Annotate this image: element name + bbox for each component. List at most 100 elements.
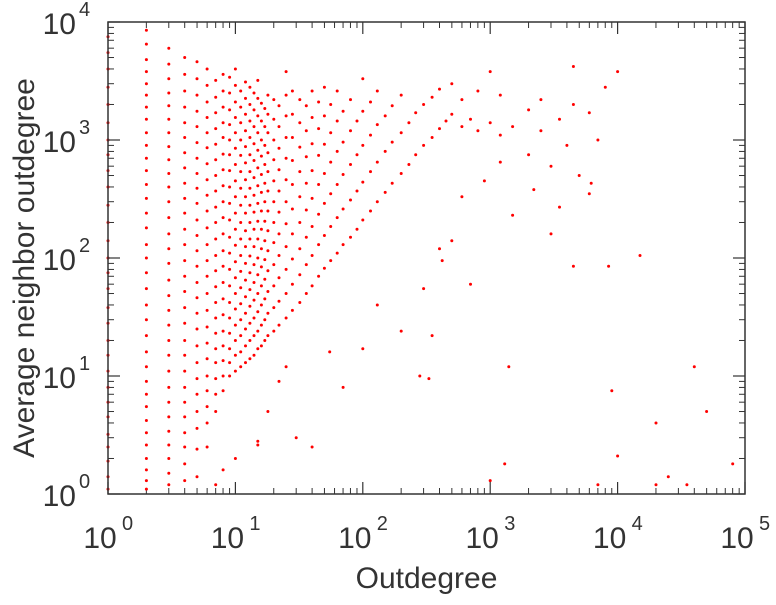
- data-point: [144, 379, 148, 383]
- data-point: [195, 60, 199, 64]
- data-point: [263, 297, 267, 301]
- data-point: [361, 77, 365, 81]
- data-point: [284, 365, 288, 369]
- data-point: [205, 100, 209, 104]
- data-point: [277, 299, 281, 303]
- data-point: [144, 117, 148, 121]
- data-point: [430, 136, 434, 139]
- data-point: [266, 209, 270, 213]
- data-point: [214, 301, 218, 304]
- data-point: [167, 400, 171, 404]
- data-point: [266, 170, 270, 174]
- data-point: [558, 117, 561, 121]
- data-point: [167, 457, 171, 460]
- data-point: [390, 140, 394, 144]
- data-point: [239, 186, 243, 190]
- data-point: [144, 196, 148, 200]
- data-point: [233, 131, 237, 135]
- data-point: [450, 112, 454, 116]
- data-point: [233, 146, 237, 150]
- data-point: [233, 260, 237, 264]
- data-point: [263, 125, 267, 129]
- data-point: [195, 426, 199, 430]
- data-point: [322, 172, 326, 175]
- data-point: [167, 339, 171, 342]
- data-point: [322, 85, 326, 89]
- data-point: [244, 229, 247, 233]
- data-point: [233, 353, 237, 357]
- data-point: [195, 249, 199, 253]
- data-point: [221, 313, 225, 317]
- data-point: [558, 205, 561, 209]
- data-point: [272, 329, 276, 333]
- data-point: [221, 232, 225, 236]
- data-point: [195, 125, 199, 129]
- data-point: [205, 389, 209, 393]
- data-point: [256, 114, 260, 118]
- data-point: [144, 226, 148, 230]
- data-point: [460, 195, 464, 199]
- data-point: [284, 267, 288, 271]
- x-tick-label-exponent: 1: [249, 513, 260, 535]
- data-point: [244, 112, 247, 116]
- data-point: [167, 443, 171, 447]
- data-point: [335, 149, 339, 153]
- data-point: [167, 247, 171, 251]
- data-point: [290, 183, 294, 186]
- data-point: [277, 379, 281, 383]
- data-point: [214, 158, 218, 162]
- data-point: [731, 462, 735, 466]
- data-point: [221, 72, 225, 76]
- data-point: [221, 136, 225, 139]
- data-point: [144, 82, 148, 86]
- data-point: [482, 179, 486, 183]
- data-point: [183, 121, 187, 125]
- data-point: [221, 329, 225, 333]
- data-point: [214, 254, 218, 257]
- data-point: [244, 145, 247, 149]
- data-point: [239, 237, 243, 241]
- data-point: [183, 385, 187, 389]
- data-point: [322, 266, 326, 270]
- data-point: [317, 243, 321, 247]
- data-point: [259, 209, 263, 213]
- data-point: [228, 201, 232, 205]
- data-point: [503, 462, 507, 466]
- data-point: [310, 225, 314, 228]
- data-point: [205, 226, 209, 230]
- y-tick-label: 10: [43, 8, 76, 41]
- data-point: [407, 121, 411, 125]
- data-point: [277, 323, 281, 327]
- data-point: [328, 350, 332, 354]
- data-point: [233, 243, 237, 247]
- data-point: [144, 70, 148, 74]
- data-point: [183, 353, 187, 357]
- data-point: [290, 89, 294, 93]
- data-point: [414, 111, 418, 115]
- data-point: [239, 105, 243, 109]
- data-point: [167, 308, 171, 312]
- data-point: [476, 89, 480, 93]
- data-point: [290, 159, 294, 162]
- data-point: [298, 121, 302, 125]
- data-point: [244, 211, 247, 215]
- data-point: [294, 436, 298, 440]
- data-point: [214, 127, 218, 131]
- data-point: [259, 101, 263, 105]
- data-point: [256, 148, 260, 152]
- data-point: [298, 145, 302, 149]
- data-point: [167, 62, 171, 66]
- data-point: [263, 200, 267, 204]
- data-point: [228, 235, 232, 239]
- data-point: [266, 269, 270, 273]
- data-point: [195, 156, 199, 160]
- data-point: [233, 227, 237, 231]
- data-point: [252, 159, 256, 162]
- data-point: [205, 67, 209, 71]
- data-point: [233, 276, 237, 280]
- data-point: [144, 93, 148, 97]
- data-point: [167, 104, 171, 108]
- data-point: [167, 429, 171, 433]
- data-point: [205, 405, 209, 409]
- data-point: [369, 133, 372, 137]
